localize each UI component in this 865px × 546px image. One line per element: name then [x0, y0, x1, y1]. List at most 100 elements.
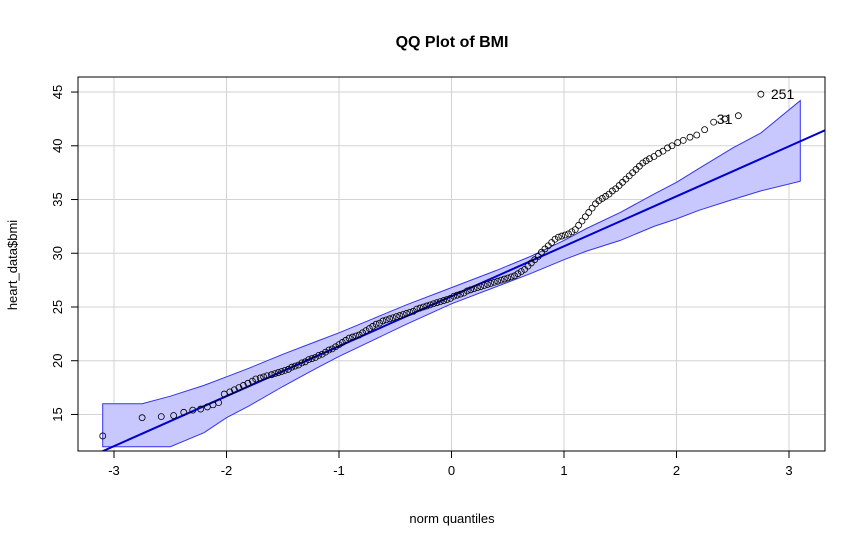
point-annotation: 251	[771, 86, 795, 102]
data-point	[260, 373, 268, 381]
data-point	[450, 292, 458, 300]
data-point	[480, 282, 488, 289]
data-point	[322, 348, 329, 356]
x-tick-label: -2	[221, 463, 233, 478]
data-point	[396, 312, 404, 319]
point-annotations: 251 31	[717, 86, 795, 127]
data-point	[409, 307, 417, 315]
data-point	[197, 405, 205, 413]
x-axis-label: norm quantiles	[409, 511, 495, 526]
data-point	[710, 118, 718, 126]
data-point	[797, 0, 803, 3]
data-point	[263, 372, 271, 380]
data-point	[473, 284, 481, 292]
data-point	[244, 379, 252, 387]
data-point	[460, 289, 468, 297]
data-point	[379, 317, 387, 325]
data-point	[602, 192, 610, 200]
grid	[78, 77, 825, 451]
data-point	[315, 351, 323, 359]
data-point	[248, 377, 256, 385]
data-point	[301, 358, 309, 366]
data-point	[252, 375, 260, 383]
data-point	[581, 213, 589, 221]
data-point	[406, 308, 414, 316]
data-point	[138, 414, 146, 422]
data-point	[430, 300, 437, 308]
x-tick-label: 1	[560, 463, 567, 478]
data-point	[352, 332, 360, 340]
axes: -3 -2 -1 0 1 2 3 15 20 25 30 35 40 45	[50, 76, 826, 478]
data-point	[342, 336, 350, 344]
data-point	[646, 155, 653, 163]
data-point	[308, 355, 316, 362]
data-point	[500, 275, 508, 283]
x-tick-label: -1	[333, 463, 345, 478]
data-point	[494, 277, 502, 285]
data-point	[419, 303, 427, 311]
data-point	[548, 239, 556, 246]
data-point	[189, 406, 197, 414]
y-axis-label: heart_data$bmi	[5, 220, 20, 310]
data-point	[575, 221, 583, 229]
data-point	[639, 159, 647, 167]
confidence-band-area	[102, 99, 801, 448]
data-point	[268, 371, 275, 379]
data-point	[318, 350, 326, 358]
data-point	[328, 345, 336, 353]
data-point	[382, 316, 390, 324]
data-point	[507, 273, 515, 281]
data-points	[99, 0, 803, 440]
y-tick-label: 40	[50, 139, 65, 153]
data-point	[490, 278, 498, 286]
data-point	[453, 291, 461, 299]
data-point	[230, 386, 238, 394]
data-point	[585, 209, 593, 216]
data-point	[399, 311, 407, 318]
data-point	[625, 172, 633, 180]
data-point	[403, 310, 410, 317]
data-point	[446, 294, 454, 302]
y-tick-label: 15	[50, 407, 65, 421]
data-point	[664, 144, 671, 152]
confidence-band	[102, 99, 801, 448]
data-point	[332, 343, 340, 351]
data-point	[484, 281, 491, 288]
data-point	[389, 314, 397, 322]
data-point	[423, 302, 431, 310]
data-point	[514, 270, 522, 278]
data-point	[278, 368, 286, 375]
data-point	[659, 147, 667, 155]
data-point	[295, 361, 302, 369]
data-point	[642, 157, 650, 165]
data-point	[325, 346, 333, 354]
data-point	[721, 115, 729, 123]
data-point	[416, 304, 424, 312]
data-point	[311, 354, 319, 361]
data-point	[470, 285, 478, 293]
x-tick-label: 0	[448, 463, 455, 478]
data-point	[487, 279, 495, 287]
data-point	[274, 369, 282, 376]
x-tick-label: -3	[108, 463, 120, 478]
data-point	[291, 362, 299, 370]
y-tick-label: 20	[50, 353, 65, 367]
data-point	[235, 384, 243, 391]
data-point	[679, 137, 687, 144]
data-point	[157, 413, 165, 421]
data-point	[392, 313, 400, 321]
data-point	[595, 197, 603, 204]
data-point	[558, 232, 566, 240]
chart-title: QQ Plot of BMI	[396, 34, 509, 51]
y-tick-label: 30	[50, 246, 65, 260]
data-point	[256, 374, 264, 382]
point-annotation: 31	[717, 111, 733, 127]
data-point	[463, 287, 471, 295]
data-point	[608, 187, 616, 195]
data-point	[345, 334, 353, 342]
data-point	[757, 90, 765, 98]
data-point	[433, 299, 441, 307]
data-point	[457, 290, 464, 298]
data-point	[554, 233, 562, 241]
